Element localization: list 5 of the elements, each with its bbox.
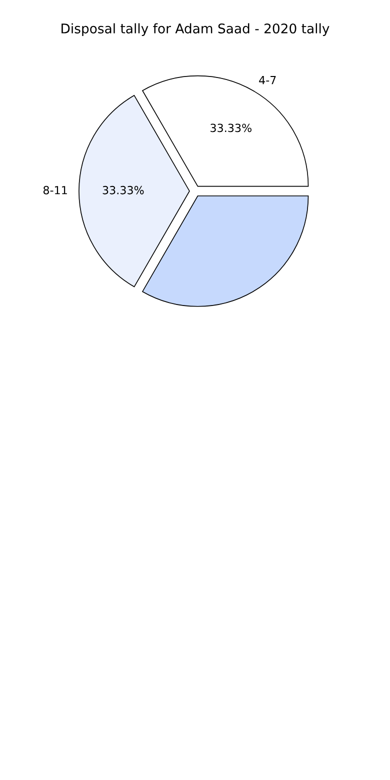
data-label: 33.33% — [102, 186, 144, 194]
data-label: 33.33% — [210, 124, 252, 132]
slice-label: 8-11 — [43, 186, 67, 194]
slice-label: 4-7 — [259, 76, 276, 84]
chart-title: Disposal tally for Adam Saad - 2020 tally — [62, 23, 330, 36]
